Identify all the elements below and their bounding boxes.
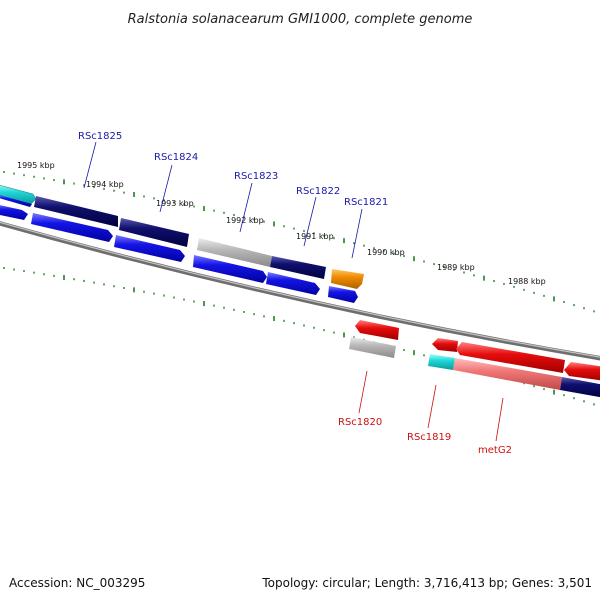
- gene-segment[interactable]: [349, 337, 396, 358]
- gene-segment[interactable]: [197, 238, 272, 267]
- scale-ticks-lower: [3, 267, 595, 406]
- gene-segment[interactable]: [331, 269, 364, 289]
- kbp-label: 1993 kbp: [156, 199, 194, 208]
- forward-strand-genes: [0, 184, 364, 303]
- gene-labels-bottom: RSc1820 RSc1819 metG2: [338, 370, 512, 456]
- gene-labels-top: RSc1825 RSc1824 RSc1823 RSc1822 RSc1821: [78, 131, 388, 259]
- gene-segment[interactable]: [564, 362, 600, 381]
- kbp-label: 1991 kbp: [296, 232, 334, 241]
- kbp-label: 1994 kbp: [86, 180, 124, 189]
- gene-segment[interactable]: [355, 320, 399, 340]
- gene-segment[interactable]: [119, 218, 189, 247]
- genome-backbone: [0, 221, 600, 361]
- gene-segment[interactable]: [328, 286, 358, 303]
- gene-label[interactable]: RSc1825: [78, 131, 122, 142]
- gene-segment[interactable]: [31, 213, 113, 242]
- gene-segment[interactable]: [560, 377, 600, 398]
- kbp-label: 1995 kbp: [17, 161, 55, 170]
- gene-label[interactable]: RSc1819: [407, 432, 451, 443]
- gene-label[interactable]: metG2: [478, 445, 512, 456]
- gene-segment[interactable]: [0, 194, 32, 207]
- gene-segment[interactable]: [266, 272, 320, 295]
- reverse-strand-genes: [349, 320, 600, 398]
- genome-backbone-highlight: [0, 221, 600, 358]
- kbp-label: 1992 kbp: [226, 216, 264, 225]
- gene-label[interactable]: RSc1821: [344, 197, 388, 208]
- gene-segment[interactable]: [114, 235, 185, 262]
- kbp-label: 1989 kbp: [437, 263, 475, 272]
- scale-ticks-upper: [3, 171, 595, 313]
- gene-label[interactable]: RSc1824: [154, 152, 198, 163]
- gene-segment[interactable]: [428, 354, 455, 370]
- gene-label[interactable]: RSc1822: [296, 186, 340, 197]
- gene-label[interactable]: RSc1820: [338, 417, 382, 428]
- genome-summary-text: Topology: circular; Length: 3,716,413 bp…: [261, 576, 592, 590]
- scale-labels: 1995 kbp 1994 kbp 1993 kbp 1992 kbp 1991…: [17, 161, 546, 286]
- accession-text: Accession: NC_003295: [9, 576, 145, 590]
- kbp-label: 1990 kbp: [367, 248, 405, 257]
- gene-segment[interactable]: [34, 196, 118, 227]
- kbp-label: 1988 kbp: [508, 277, 546, 286]
- gene-segment[interactable]: [456, 342, 565, 373]
- gene-segment[interactable]: [270, 256, 326, 279]
- map-title: Ralstonia solanacearum GMI1000, complete…: [128, 12, 473, 27]
- gene-segment[interactable]: [0, 184, 37, 205]
- gene-segment[interactable]: [0, 204, 28, 220]
- gene-segment[interactable]: [193, 255, 267, 283]
- gene-segment[interactable]: [432, 338, 458, 352]
- gene-segment[interactable]: [453, 358, 562, 390]
- gene-label[interactable]: RSc1823: [234, 171, 278, 182]
